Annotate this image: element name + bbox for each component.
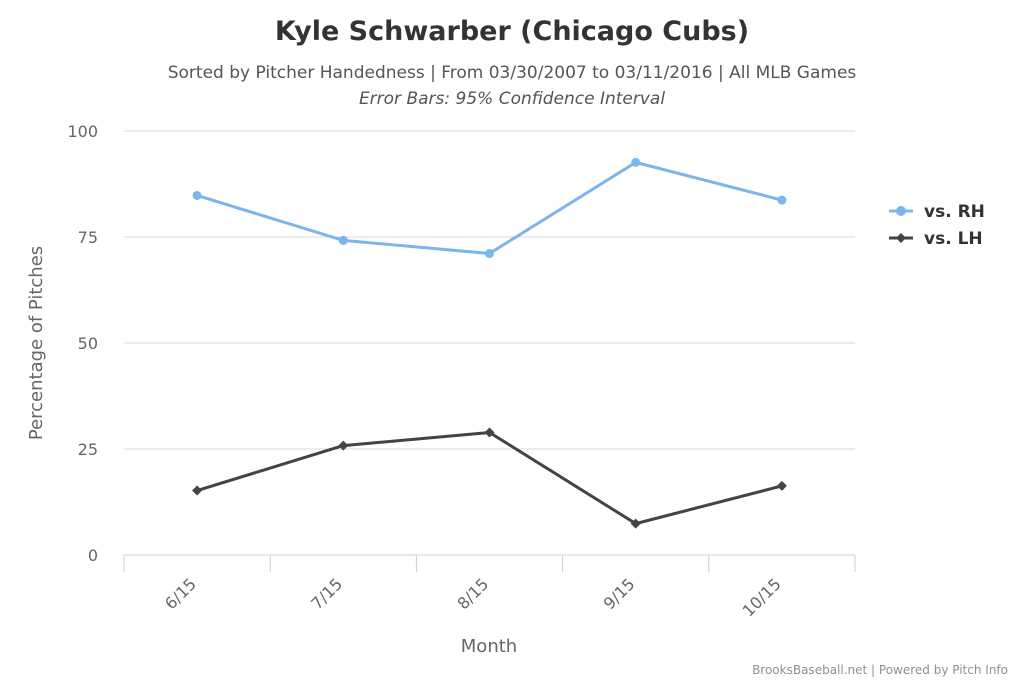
data-point[interactable]: [192, 190, 202, 200]
legend: vs. RH vs. LH: [889, 202, 985, 249]
y-axis-title: Percentage of Pitches: [26, 246, 47, 440]
legend-item-0[interactable]: vs. RH: [889, 202, 985, 222]
legend-label: vs. LH: [924, 229, 983, 249]
y-axis-ticks: 0 25 50 75 100: [67, 122, 98, 565]
legend-label: vs. RH: [924, 202, 985, 222]
series-layer: [192, 157, 787, 529]
x-tick-label: 9/15: [600, 574, 639, 613]
data-point[interactable]: [338, 235, 348, 245]
legend-marker: [896, 233, 906, 243]
y-tick-label: 25: [78, 440, 98, 459]
chart-subtitle: Sorted by Pitcher Handedness | From 03/3…: [168, 63, 857, 83]
legend-marker: [896, 206, 906, 216]
data-point[interactable]: [630, 518, 641, 529]
x-axis-title: Month: [461, 636, 517, 657]
data-point[interactable]: [776, 480, 787, 491]
x-tick-label: 8/15: [453, 574, 492, 613]
y-tick-label: 100: [67, 122, 98, 141]
x-tick-label: 7/15: [307, 574, 346, 613]
y-tick-label: 50: [78, 334, 98, 353]
series-line-1: [195, 430, 784, 526]
x-tick-label: 6/15: [161, 574, 200, 613]
x-tick-label: 10/15: [739, 574, 785, 620]
series-line-0: [195, 160, 784, 256]
data-point[interactable]: [631, 157, 641, 167]
gridlines: [124, 130, 855, 450]
legend-item-1[interactable]: vs. LH: [889, 229, 983, 249]
y-tick-label: 75: [78, 228, 98, 247]
credits[interactable]: BrooksBaseball.net | Powered by Pitch In…: [752, 663, 1008, 677]
chart-subtitle-error-bars: Error Bars: 95% Confidence Interval: [359, 89, 665, 109]
y-tick-label: 0: [88, 546, 98, 565]
data-point[interactable]: [777, 195, 787, 205]
data-point[interactable]: [192, 485, 203, 496]
data-point[interactable]: [484, 427, 495, 438]
data-point[interactable]: [338, 440, 349, 451]
chart-title: Kyle Schwarber (Chicago Cubs): [275, 16, 749, 47]
x-axis: 6/15 7/15 8/15 9/15 10/15: [123, 554, 856, 620]
data-point[interactable]: [485, 249, 494, 259]
